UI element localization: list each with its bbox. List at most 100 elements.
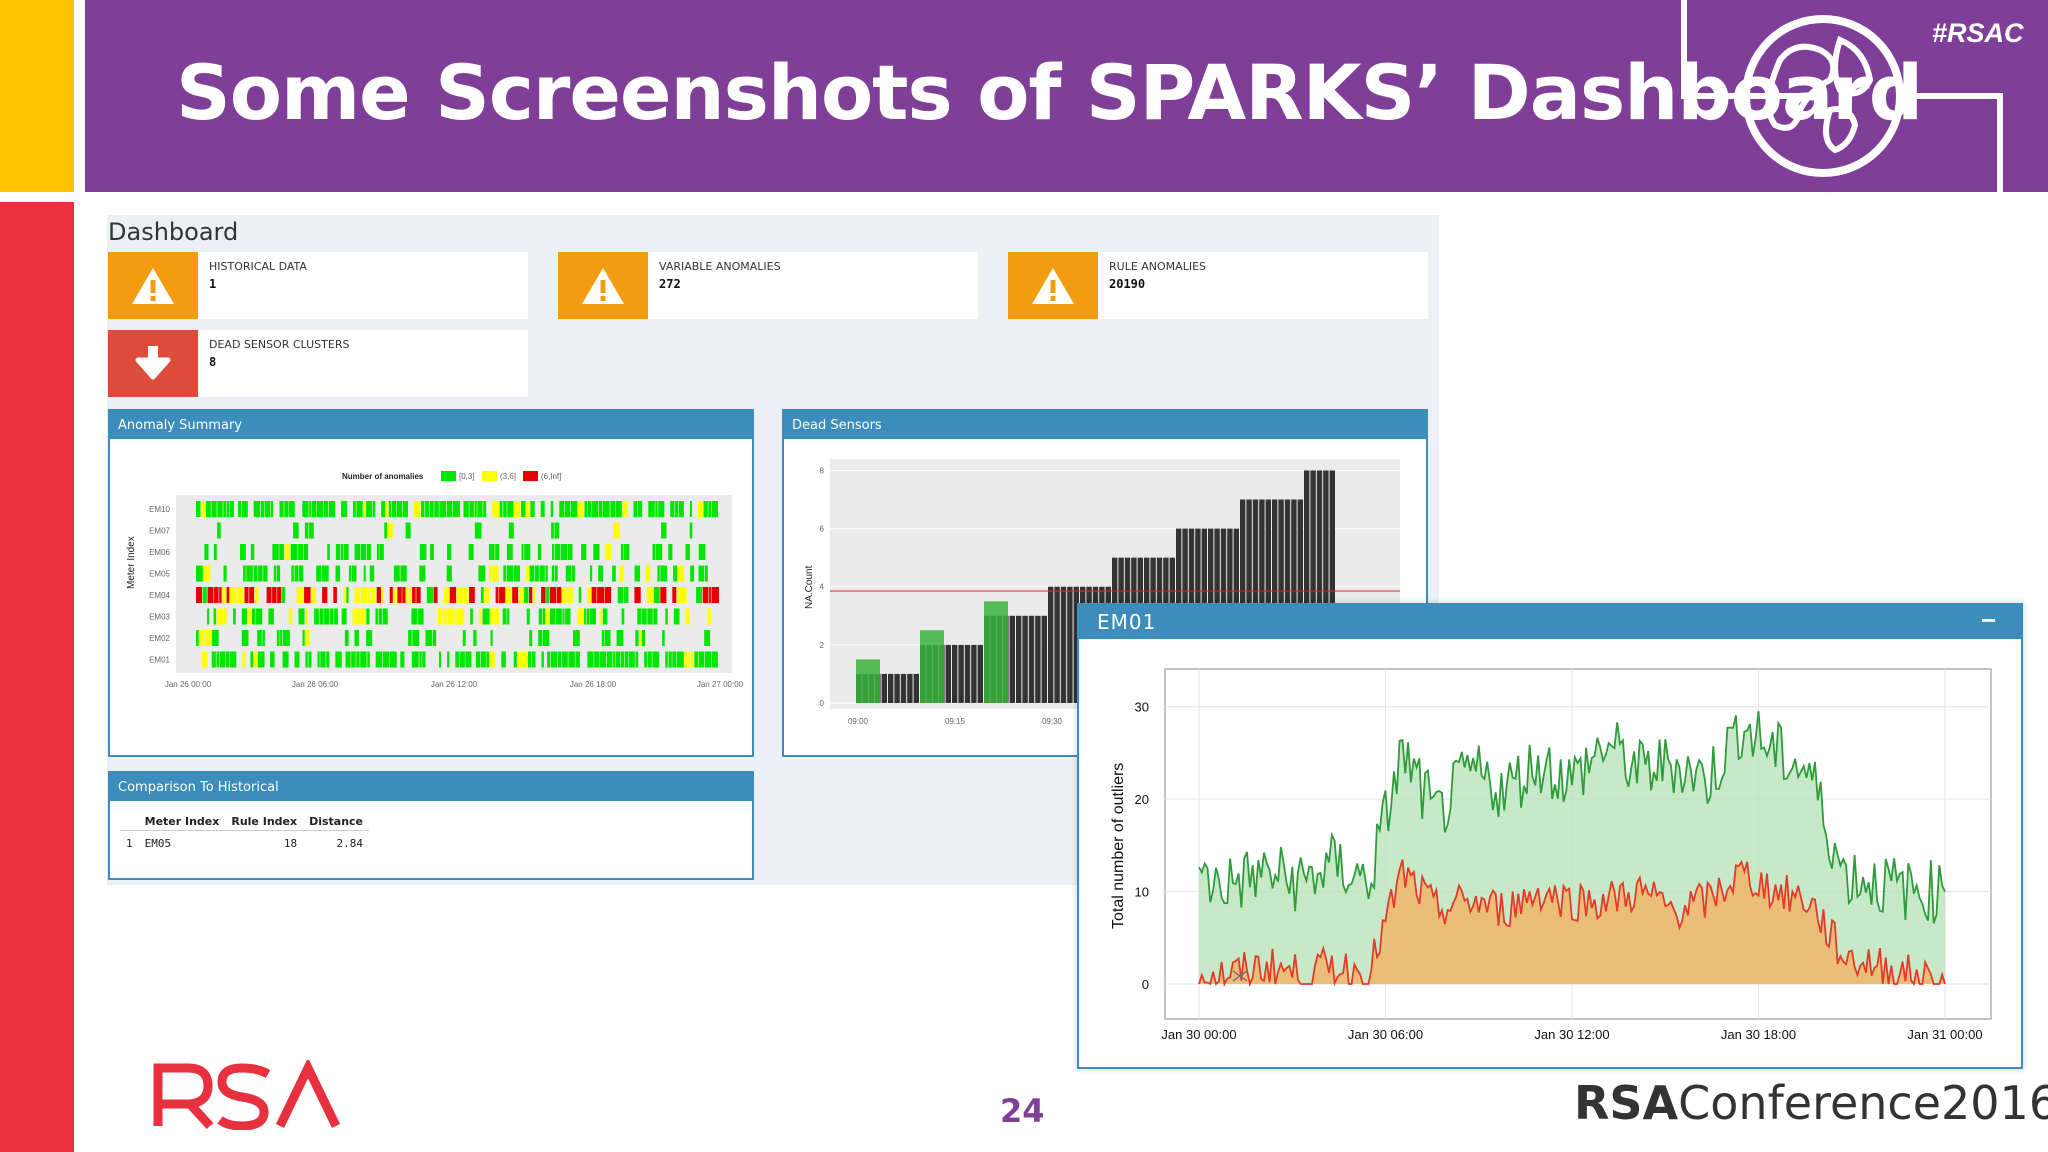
heatmap-cell <box>676 587 680 603</box>
heatmap-cell <box>698 565 705 582</box>
heatmap-cell <box>443 608 447 625</box>
bar-overlay <box>856 659 880 703</box>
heatmap-cell <box>305 630 310 646</box>
logo-bold-part: RSA <box>1574 1076 1679 1130</box>
slide-accent-yellow <box>0 0 74 192</box>
heatmap-cell <box>372 501 376 517</box>
heatmap-cell <box>507 501 514 517</box>
heatmap-cell <box>304 587 311 603</box>
heatmap-cell <box>499 587 506 603</box>
heatmap-cell <box>351 651 356 668</box>
info-box-dead-sensor-clusters[interactable]: DEAD SENSOR CLUSTERS 8 <box>108 330 528 397</box>
bar <box>907 673 913 704</box>
legend-title: Number of anomalies <box>342 472 424 481</box>
heatmap-cell <box>447 651 450 668</box>
heatmap-cell <box>246 565 253 582</box>
heatmap-cell <box>578 587 582 603</box>
series-orange-area <box>1199 859 1945 984</box>
heatmap-cell <box>620 544 623 560</box>
column-header <box>120 813 139 831</box>
anomaly-summary-panel: Anomaly Summary Number of anomalies [0,3… <box>108 409 754 757</box>
heatmap-cell <box>565 565 572 582</box>
heatmap-cell <box>633 501 638 517</box>
table-header-row: Meter Index Rule Index Distance <box>120 813 370 831</box>
comparison-panel: Comparison To Historical Meter Index Rul… <box>108 771 754 880</box>
info-box-historical[interactable]: HISTORICAL DATA 1 <box>108 252 528 319</box>
y-tick-label: EM05 <box>149 570 170 579</box>
heatmap-cell <box>499 501 503 517</box>
y-tick-label: 2 <box>820 641 825 650</box>
heatmap-cell <box>354 630 359 646</box>
heatmap-cell <box>653 587 660 603</box>
minimize-button[interactable]: − <box>1981 605 1997 635</box>
heatmap-cell <box>601 630 604 646</box>
legend-label: (6,Inf] <box>541 472 561 481</box>
heatmap-cell <box>438 608 443 625</box>
heatmap-cell <box>550 501 554 517</box>
row-index: 1 <box>126 837 133 850</box>
heatmap-cell <box>196 565 203 582</box>
heatmap-cell <box>262 630 265 646</box>
heatmap-cell <box>366 501 373 517</box>
x-tick-label: Jan 30 18:00 <box>1721 1027 1796 1042</box>
heatmap-cell <box>335 565 341 582</box>
heatmap-cell <box>344 630 349 646</box>
bar <box>1060 586 1067 704</box>
heatmap-cell <box>552 544 555 560</box>
heatmap-cell <box>526 501 530 517</box>
info-box-rule-anomalies[interactable]: RULE ANOMALIES 20190 <box>1008 252 1428 319</box>
heatmap-cell <box>391 501 396 517</box>
heatmap-cell <box>468 544 474 560</box>
heatmap-cell <box>312 501 316 517</box>
bar <box>958 644 964 703</box>
heatmap-cell <box>459 651 465 668</box>
heatmap-cell <box>257 651 265 668</box>
info-box-variable-anomalies[interactable]: VARIABLE ANOMALIES 272 <box>558 252 978 319</box>
heatmap-cell <box>590 565 593 582</box>
heatmap-cell <box>639 630 642 646</box>
heatmap-cell <box>661 522 667 539</box>
heatmap-cell <box>514 501 521 517</box>
heatmap-cell <box>353 501 356 517</box>
heatmap-cell <box>379 544 384 560</box>
heatmap-cell <box>478 608 482 625</box>
heatmap-cell <box>616 630 624 646</box>
bar <box>1291 499 1297 704</box>
heatmap-cell <box>211 501 217 517</box>
heatmap-cell <box>665 608 668 625</box>
cell-rule: 18 <box>283 837 298 850</box>
heatmap-cell <box>216 651 220 668</box>
heatmap-cell <box>517 651 523 668</box>
heatmap-cell <box>433 587 438 603</box>
bar <box>881 673 887 704</box>
heatmap-cell <box>564 501 571 517</box>
heatmap-cell <box>298 544 304 560</box>
heatmap-cell <box>571 565 575 582</box>
heatmap-cell <box>282 651 289 668</box>
heatmap-cell <box>483 501 487 517</box>
heatmap-cell <box>225 651 230 668</box>
heatmap-cell <box>449 587 457 603</box>
heatmap-cell <box>711 501 718 517</box>
heatmap-cell <box>547 651 551 668</box>
heatmap-cell <box>360 587 368 603</box>
heatmap-cell <box>521 501 526 517</box>
heatmap-cell <box>343 544 349 560</box>
heatmap-cell <box>352 565 357 582</box>
heatmap-cell <box>276 630 280 646</box>
heatmap-cell <box>335 651 342 668</box>
heatmap-cell <box>381 587 384 603</box>
heatmap-cell <box>360 651 367 668</box>
heatmap-cell <box>690 651 694 668</box>
slide-accent-red <box>0 202 74 1152</box>
heatmap-cell <box>570 501 578 517</box>
heatmap-cell <box>393 565 400 582</box>
bar <box>1323 470 1329 704</box>
heatmap-cell <box>378 608 383 625</box>
heatmap-cell <box>414 501 421 517</box>
heatmap-cell <box>689 522 693 539</box>
y-tick-label: EM06 <box>149 548 170 557</box>
legend-label: [0,3] <box>459 472 475 481</box>
heatmap-cell <box>606 651 613 668</box>
panel-title: Anomaly Summary <box>118 418 242 433</box>
